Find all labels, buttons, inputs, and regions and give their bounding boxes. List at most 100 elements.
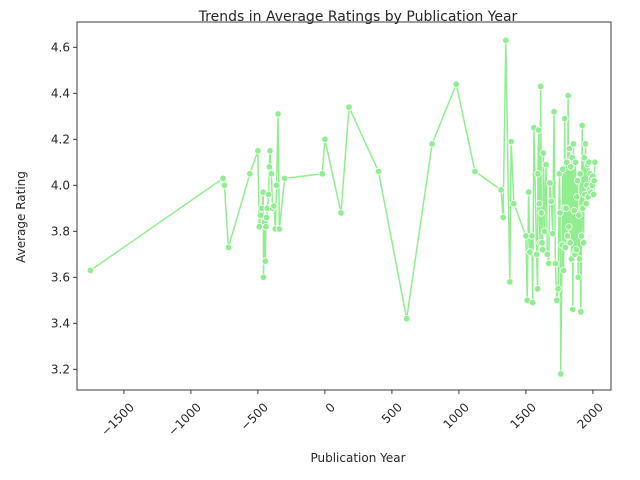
y-tick-label: 3.4 bbox=[51, 316, 70, 330]
data-point bbox=[497, 186, 505, 194]
data-point bbox=[256, 211, 265, 219]
data-point bbox=[569, 140, 578, 148]
data-point bbox=[499, 213, 507, 222]
data-point bbox=[535, 199, 544, 208]
data-point bbox=[561, 243, 570, 252]
data-point bbox=[590, 176, 598, 185]
data-point bbox=[559, 266, 568, 275]
data-point bbox=[575, 211, 583, 219]
data-point bbox=[540, 227, 549, 235]
chart-title: Trends in Average Ratings by Publication… bbox=[198, 9, 518, 25]
data-point bbox=[551, 259, 560, 268]
plot-frame bbox=[76, 21, 612, 391]
data-point bbox=[567, 163, 575, 171]
y-tick-label: 4.2 bbox=[51, 132, 70, 146]
data-point bbox=[246, 170, 254, 178]
data-point bbox=[428, 140, 436, 148]
data-point bbox=[220, 181, 229, 189]
data-point bbox=[345, 103, 353, 111]
data-point bbox=[219, 174, 227, 183]
data-point bbox=[528, 232, 536, 240]
data-point bbox=[578, 121, 586, 130]
data-point bbox=[566, 239, 574, 247]
data-point bbox=[534, 126, 543, 134]
y-tick-label: 3.6 bbox=[51, 270, 70, 284]
data-point bbox=[559, 165, 567, 173]
data-point bbox=[576, 170, 584, 178]
data-point bbox=[554, 285, 562, 293]
data-point bbox=[524, 188, 533, 196]
data-point bbox=[502, 36, 510, 45]
data-point bbox=[537, 209, 546, 217]
data-point bbox=[266, 147, 274, 155]
data-point bbox=[570, 206, 578, 215]
data-point bbox=[542, 160, 550, 169]
data-point bbox=[272, 181, 281, 189]
data-point bbox=[581, 140, 590, 148]
y-tick-label: 4.6 bbox=[51, 40, 70, 54]
data-point bbox=[528, 298, 537, 307]
data-point bbox=[563, 158, 571, 166]
data-point bbox=[577, 308, 585, 316]
data-point bbox=[574, 273, 582, 281]
data-point bbox=[507, 137, 515, 146]
y-tick-label: 3.8 bbox=[51, 224, 70, 238]
data-point bbox=[224, 243, 233, 252]
y-tick-label: 4.4 bbox=[51, 86, 70, 100]
data-point bbox=[534, 170, 542, 178]
data-point bbox=[550, 107, 558, 116]
data-point bbox=[546, 179, 554, 187]
data-point bbox=[569, 305, 577, 314]
data-point bbox=[526, 248, 534, 256]
data-point bbox=[571, 158, 580, 166]
y-axis-title: Average Rating bbox=[14, 171, 28, 263]
data-point bbox=[318, 170, 326, 178]
data-point bbox=[275, 225, 284, 233]
data-point bbox=[262, 213, 271, 222]
plot-area bbox=[76, 21, 612, 391]
data-point bbox=[274, 110, 282, 118]
data-point bbox=[572, 245, 580, 254]
data-point bbox=[573, 193, 581, 201]
data-point bbox=[585, 158, 593, 166]
data-point bbox=[267, 170, 275, 178]
data-point bbox=[321, 135, 329, 143]
data-point bbox=[374, 167, 383, 176]
data-point bbox=[549, 229, 557, 238]
data-point bbox=[579, 239, 588, 247]
data-point bbox=[565, 222, 573, 231]
data-point bbox=[281, 174, 289, 183]
data-point bbox=[589, 190, 598, 199]
data-point bbox=[270, 202, 278, 210]
data-point bbox=[577, 232, 586, 240]
data-point bbox=[553, 296, 561, 304]
data-point bbox=[471, 167, 479, 176]
y-tick-label: 4.0 bbox=[51, 178, 70, 192]
data-point bbox=[580, 153, 588, 162]
data-point bbox=[564, 91, 572, 100]
data-point bbox=[565, 144, 574, 153]
y-axis: 3.2 3.4 3.6 3.8 4.0 4.2 4.4 4.6 bbox=[51, 40, 77, 376]
data-point bbox=[575, 255, 584, 263]
x-axis-title: Publication Year bbox=[310, 451, 405, 465]
data-point bbox=[452, 80, 460, 88]
data-point bbox=[522, 232, 530, 240]
data-point bbox=[86, 266, 95, 275]
data-point bbox=[573, 176, 582, 185]
data-point bbox=[536, 82, 545, 91]
data-point bbox=[544, 259, 553, 268]
data-point bbox=[261, 257, 269, 265]
data-point bbox=[510, 199, 518, 208]
data-point bbox=[506, 278, 514, 286]
data-point bbox=[262, 222, 270, 231]
data-point bbox=[561, 114, 569, 123]
data-point bbox=[547, 197, 556, 206]
data-point bbox=[265, 163, 273, 171]
data-point bbox=[557, 370, 565, 378]
data-point bbox=[538, 239, 546, 247]
data-point bbox=[591, 158, 599, 166]
data-point bbox=[539, 149, 548, 157]
data-point bbox=[259, 273, 268, 281]
data-point bbox=[562, 204, 570, 212]
